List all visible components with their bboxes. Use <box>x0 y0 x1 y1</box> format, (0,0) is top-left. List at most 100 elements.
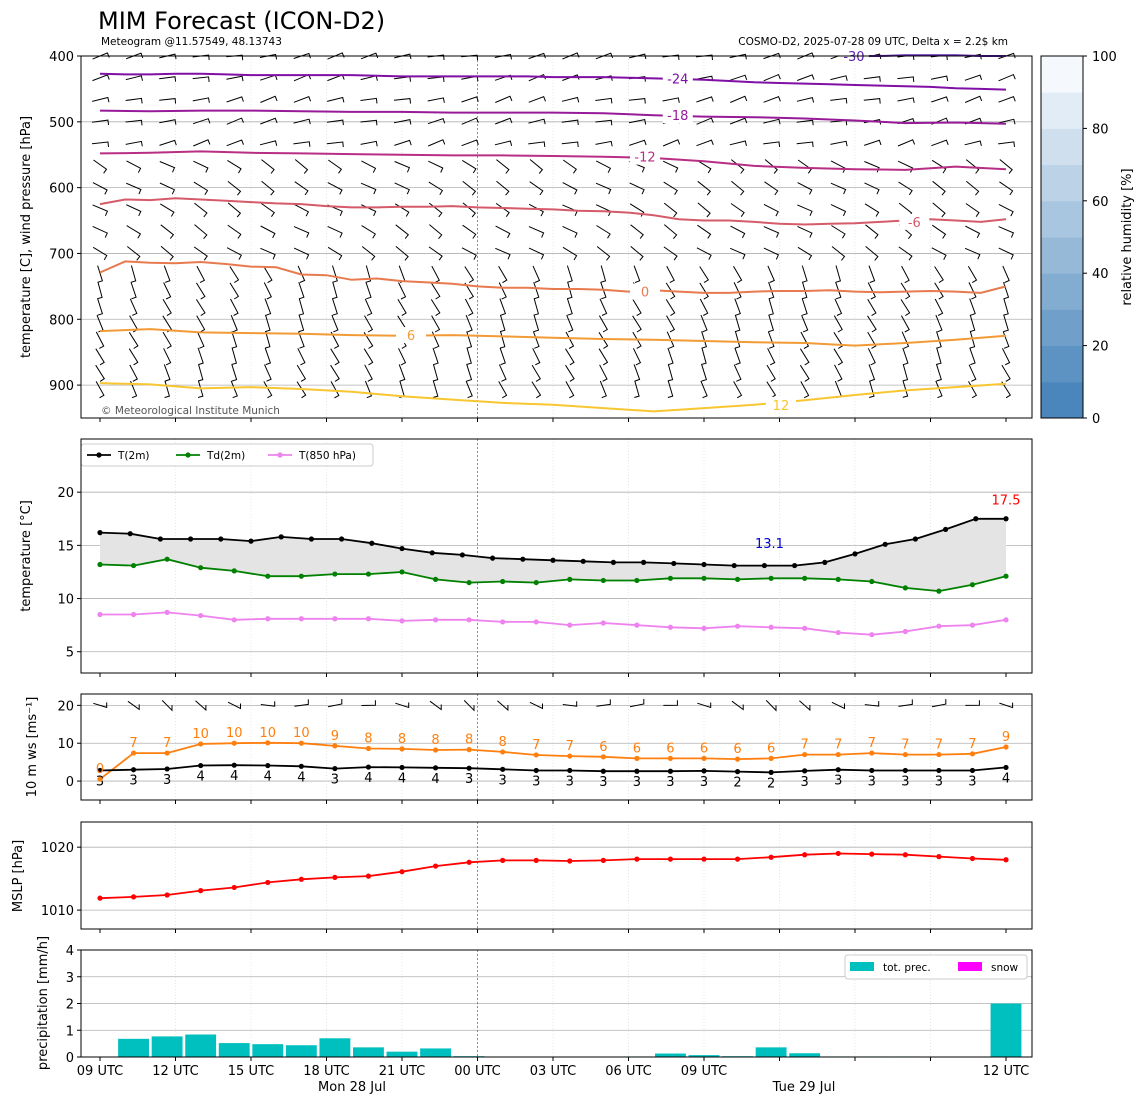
wind-barb <box>665 282 676 300</box>
colorbar-band <box>1041 237 1083 274</box>
wind-barb <box>701 347 707 365</box>
colorbar-tick-label: 40 <box>1092 267 1109 282</box>
wind-barb <box>666 331 675 349</box>
wind-barb <box>398 282 407 300</box>
wind-barb <box>867 331 877 349</box>
wind-barb <box>192 118 211 125</box>
mean-wind-point <box>198 762 204 769</box>
wind-barb <box>697 180 712 196</box>
wind-barb <box>128 332 139 349</box>
wind-barb <box>128 348 139 366</box>
wind-barb <box>730 203 745 217</box>
mslp-point <box>936 854 942 860</box>
gust-point <box>667 755 674 761</box>
gust-point <box>1003 744 1009 750</box>
y-tick-label: 5 <box>66 646 74 661</box>
wind-barb <box>260 247 276 260</box>
wind-barb <box>969 331 976 349</box>
legend-swatch <box>958 962 982 971</box>
data-point <box>97 611 103 618</box>
y-tick-label: 4 <box>66 944 74 959</box>
wind-barb <box>968 381 978 399</box>
wind-barb <box>97 281 103 300</box>
mslp-point <box>298 876 304 882</box>
wind-barb <box>95 331 105 349</box>
wind-barb <box>361 700 376 706</box>
wind-barb <box>767 348 776 366</box>
wind-barb <box>92 204 109 216</box>
mean-wind-point <box>399 764 405 771</box>
model-subtitle: COSMO-D2, 2025-07-28 09 UTC, Delta x = 2… <box>738 36 1008 48</box>
wind-barb <box>696 117 714 125</box>
mean-wind-point <box>265 762 271 769</box>
wind-barb <box>965 159 980 174</box>
legend-swatch <box>850 962 874 971</box>
mean-wind-label: 3 <box>868 774 876 789</box>
wind-barb <box>533 314 540 333</box>
mslp-point <box>701 856 707 862</box>
data-point <box>882 541 888 547</box>
wind-barb <box>533 298 540 316</box>
wind-barb <box>865 224 879 239</box>
wind-barb <box>936 364 942 382</box>
wind-barb <box>260 117 278 125</box>
wind-barb <box>465 380 473 399</box>
wind-barb <box>666 315 676 333</box>
wind-barb <box>92 96 110 103</box>
wind-barb <box>566 265 573 283</box>
wind-barb <box>95 364 105 382</box>
mslp-point <box>365 873 372 879</box>
data-point <box>667 624 674 630</box>
gust-label: 9 <box>1002 730 1010 745</box>
wind-barb <box>729 140 747 147</box>
wind-barb <box>800 331 810 349</box>
mean-wind-label: 4 <box>398 771 406 786</box>
data-point <box>912 536 919 542</box>
isotherm-label-bg <box>630 148 661 165</box>
wind-barb <box>125 97 143 104</box>
y-axis-label: temperature [°C] <box>19 500 34 612</box>
wind-barb <box>394 182 410 195</box>
wind-barb <box>231 347 238 365</box>
series-line <box>100 611 1007 636</box>
wind-barb <box>834 364 843 382</box>
wind-barb <box>528 141 546 147</box>
legend-label: tot. prec. <box>883 962 931 974</box>
wind-barb <box>1002 265 1010 283</box>
mean-wind-label: 3 <box>163 773 171 788</box>
wind-barb <box>864 182 880 195</box>
wind-barb <box>462 224 477 239</box>
wind-barb <box>663 700 678 706</box>
gust-label: 0 <box>96 762 104 777</box>
gust-label: 7 <box>566 739 574 754</box>
data-point <box>1003 516 1009 522</box>
mslp-point <box>768 854 774 860</box>
wind-barb <box>125 75 143 81</box>
wind-barb <box>734 314 741 333</box>
mean-wind-label: 4 <box>431 772 439 787</box>
surface-temperature-panel: 17.5 13.1 T(2m) Td(2m) T(850 hPa) 5 10 15 20 temp… <box>19 438 1033 677</box>
wind-barb <box>264 347 272 366</box>
wind-barb <box>330 348 340 366</box>
colorbar-band <box>1041 381 1083 419</box>
gust-label: 7 <box>834 738 842 753</box>
data-point <box>500 578 506 585</box>
humidity-colorbar: 0 20 40 60 80 100 relative humidity [%] <box>1040 50 1135 427</box>
wind-barb <box>130 265 137 283</box>
wind-barb <box>763 203 779 217</box>
wind-barb <box>897 97 915 103</box>
x-tick-label: 06 UTC <box>605 1064 651 1079</box>
wind-barb <box>566 298 573 316</box>
data-point <box>969 622 976 628</box>
gust-point <box>734 756 741 762</box>
wind-barb <box>936 347 942 365</box>
mean-wind-label: 3 <box>834 774 842 789</box>
wind-barb <box>763 247 780 260</box>
mslp-point <box>533 857 539 863</box>
wind-barb <box>327 246 343 261</box>
gust-label: 10 <box>226 726 243 741</box>
wind-barb <box>327 699 343 708</box>
wind-barb <box>697 224 712 239</box>
data-point <box>533 579 539 586</box>
y-tick-label: 500 <box>49 116 74 131</box>
